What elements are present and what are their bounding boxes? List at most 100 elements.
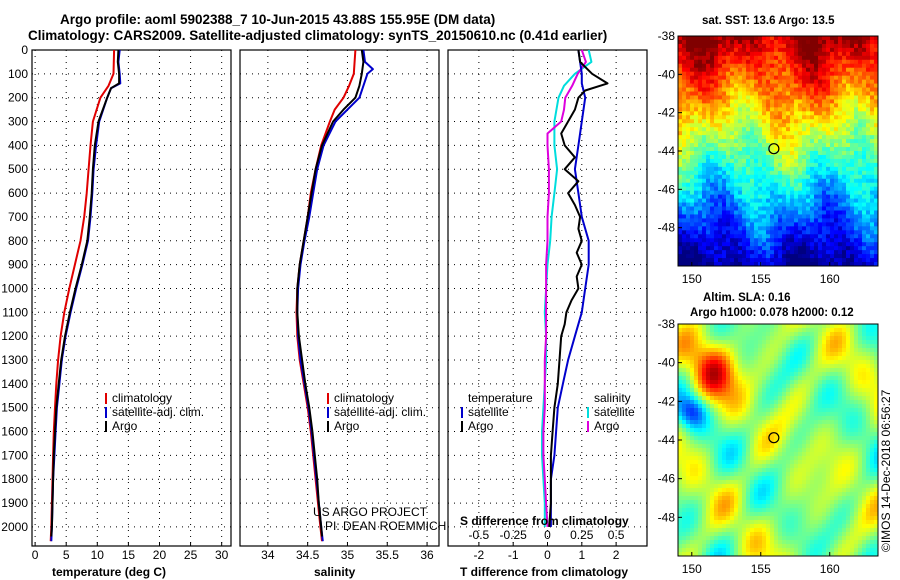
heatmap-cell [870, 83, 875, 89]
heatmap-cell [862, 254, 867, 259]
heatmap-cell [702, 340, 707, 345]
heatmap-cell [798, 364, 803, 369]
heatmap-cell [830, 368, 835, 373]
heatmap-cell [850, 344, 855, 349]
heatmap-cell [854, 356, 859, 361]
heatmap-cell [782, 332, 787, 337]
heatmap-cell [846, 432, 851, 437]
heatmap-cell [718, 43, 723, 49]
heatmap-cell [742, 250, 747, 255]
heatmap-cell [742, 332, 747, 337]
heatmap-cell [734, 356, 739, 361]
heatmap-cell [846, 218, 851, 223]
heatmap-cell [838, 464, 843, 469]
heatmap-cell [738, 67, 743, 73]
heatmap-cell [746, 186, 751, 192]
heatmap-cell [790, 143, 795, 148]
heatmap-cell [826, 115, 831, 120]
heatmap-cell [858, 336, 863, 341]
heatmap-cell [738, 162, 743, 168]
heatmap-cell [678, 170, 683, 176]
heatmap-cell [870, 448, 875, 453]
heatmap-cell [818, 47, 823, 53]
heatmap-cell [814, 63, 819, 69]
heatmap-cell [726, 452, 731, 457]
heatmap-cell [714, 464, 719, 469]
heatmap-cell [722, 131, 727, 136]
heatmap-cell [826, 384, 831, 389]
heatmap-cell [858, 186, 863, 192]
heatmap-cell [858, 364, 863, 369]
heatmap-cell [722, 396, 727, 401]
heatmap-cell [866, 262, 871, 267]
heatmap-cell [862, 328, 867, 333]
heatmap-cell [722, 119, 727, 124]
heatmap-cell [770, 43, 775, 49]
heatmap-cell [678, 87, 683, 93]
heatmap-cell [858, 59, 863, 65]
heatmap-cell [862, 186, 867, 192]
heatmap-cell [778, 408, 783, 413]
heatmap-cell [866, 246, 871, 251]
heatmap-cell [690, 376, 695, 381]
heatmap-cell [754, 234, 759, 239]
heatmap-cell [846, 368, 851, 373]
heatmap-cell [850, 162, 855, 168]
heatmap-cell [742, 210, 747, 215]
heatmap-cell [858, 242, 863, 247]
heatmap-cell [750, 230, 755, 235]
heatmap-cell [706, 436, 711, 441]
heatmap-cell [810, 344, 815, 349]
heatmap-cell [818, 186, 823, 192]
heatmap-cell [806, 71, 811, 77]
heatmap-cell [710, 178, 715, 184]
heatmap-cell [814, 412, 819, 417]
heatmap-cell [734, 396, 739, 401]
heatmap-cell [686, 472, 691, 477]
heatmap-cell [790, 103, 795, 108]
heatmap-cell [686, 87, 691, 93]
heatmap-cell [694, 444, 699, 449]
heatmap-cell [818, 83, 823, 89]
heatmap-cell [790, 95, 795, 100]
heatmap-cell [798, 234, 803, 239]
heatmap-cell [790, 456, 795, 461]
heatmap-cell [798, 166, 803, 172]
heatmap-cell [706, 396, 711, 401]
heatmap-cell [770, 63, 775, 69]
heatmap-cell [726, 194, 731, 200]
heatmap-cell [810, 206, 815, 211]
heatmap-cell [790, 91, 795, 96]
heatmap-cell [858, 436, 863, 441]
heatmap-cell [798, 170, 803, 176]
heatmap-cell [798, 384, 803, 389]
heatmap-cell [706, 135, 711, 140]
heatmap-cell [750, 388, 755, 393]
heatmap-cell [790, 47, 795, 53]
heatmap-cell [750, 380, 755, 385]
heatmap-cell [850, 380, 855, 385]
heatmap-cell [806, 440, 811, 445]
sla-map-title: Altim. SLA: 0.16 [703, 292, 791, 304]
heatmap-cell [758, 115, 763, 120]
heatmap-cell [818, 135, 823, 140]
heatmap-cell [710, 360, 715, 365]
heatmap-cell [774, 115, 779, 120]
heatmap-cell [742, 83, 747, 89]
heatmap-cell [766, 468, 771, 473]
heatmap-cell [722, 67, 727, 73]
heatmap-cell [714, 368, 719, 373]
heatmap-cell [810, 340, 815, 345]
heatmap-cell [726, 206, 731, 211]
heatmap-cell [754, 352, 759, 357]
heatmap-cell [774, 166, 779, 172]
heatmap-cell [834, 254, 839, 259]
heatmap-cell [682, 234, 687, 239]
heatmap-cell [798, 186, 803, 192]
heatmap-cell [850, 71, 855, 77]
heatmap-cell [758, 36, 763, 41]
heatmap-cell [842, 135, 847, 140]
heatmap-cell [714, 95, 719, 100]
heatmap-cell [830, 332, 835, 337]
heatmap-cell [818, 400, 823, 405]
